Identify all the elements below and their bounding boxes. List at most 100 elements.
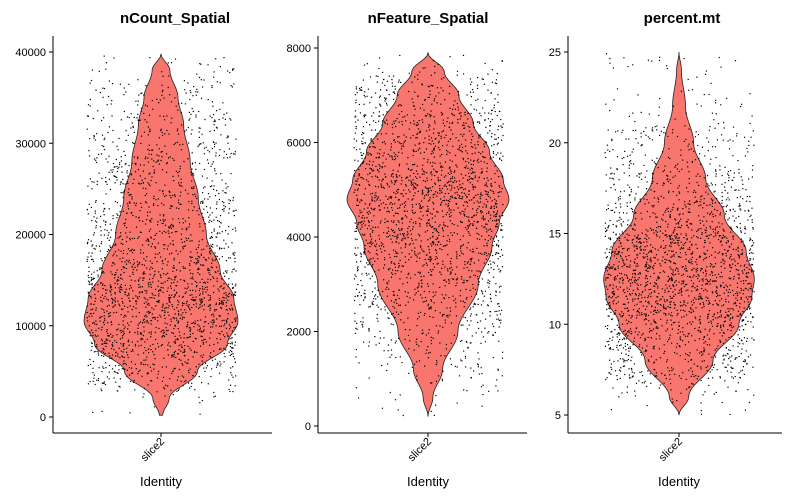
- data-point: [209, 269, 211, 271]
- data-point: [630, 162, 632, 165]
- data-point: [405, 177, 407, 179]
- data-point: [172, 218, 174, 220]
- data-point: [428, 252, 431, 254]
- data-point: [143, 277, 145, 279]
- data-point: [663, 183, 665, 185]
- data-point: [419, 225, 421, 227]
- data-point: [198, 307, 200, 309]
- data-point: [163, 357, 165, 359]
- data-point: [419, 131, 421, 134]
- data-point: [135, 100, 137, 102]
- data-point: [477, 321, 479, 324]
- data-point: [691, 383, 693, 385]
- data-point: [658, 277, 661, 279]
- data-point: [728, 315, 730, 317]
- data-point: [386, 232, 388, 234]
- data-point: [462, 235, 464, 237]
- data-point: [213, 230, 215, 232]
- data-point: [138, 370, 140, 372]
- data-point: [178, 262, 181, 264]
- data-point: [133, 379, 135, 382]
- data-point: [374, 200, 376, 202]
- data-point: [473, 202, 475, 204]
- data-point: [388, 197, 390, 199]
- data-point: [360, 176, 362, 178]
- data-point: [183, 267, 185, 269]
- data-point: [192, 172, 194, 175]
- data-point: [427, 200, 430, 202]
- data-point: [433, 228, 435, 230]
- data-point: [192, 340, 194, 342]
- data-point: [109, 245, 111, 247]
- data-point: [414, 144, 416, 146]
- data-point: [419, 204, 421, 206]
- data-point: [195, 114, 197, 116]
- data-point: [113, 274, 116, 276]
- data-point: [170, 389, 172, 391]
- data-point: [631, 292, 633, 295]
- data-point: [232, 69, 234, 71]
- data-point: [198, 208, 200, 210]
- data-point: [149, 130, 151, 132]
- data-point: [463, 133, 465, 135]
- data-point: [118, 166, 120, 168]
- data-point: [398, 221, 400, 223]
- data-point: [476, 270, 478, 272]
- data-point: [186, 304, 188, 306]
- data-point: [355, 102, 357, 104]
- data-point: [427, 188, 429, 190]
- data-point: [169, 324, 171, 326]
- data-point: [156, 391, 158, 393]
- data-point: [385, 98, 387, 100]
- data-point: [93, 216, 95, 218]
- data-point: [360, 252, 362, 254]
- data-point: [168, 301, 170, 303]
- data-point: [184, 103, 187, 105]
- data-point: [498, 195, 500, 197]
- data-point: [91, 284, 93, 286]
- data-point: [152, 281, 154, 283]
- data-point: [397, 136, 399, 138]
- data-point: [128, 165, 130, 167]
- data-point: [399, 304, 401, 306]
- data-point: [210, 352, 212, 354]
- data-point: [215, 152, 217, 154]
- data-point: [463, 267, 465, 269]
- data-point: [469, 169, 471, 171]
- data-point: [87, 256, 89, 258]
- data-point: [441, 267, 443, 269]
- data-point: [158, 163, 160, 165]
- data-point: [463, 192, 465, 194]
- data-point: [354, 253, 356, 255]
- data-point: [359, 201, 361, 203]
- data-point: [402, 238, 404, 240]
- data-point: [364, 91, 366, 93]
- data-point: [615, 202, 617, 204]
- data-point: [472, 223, 474, 225]
- data-point: [91, 329, 93, 331]
- data-point: [467, 112, 469, 114]
- data-point: [391, 196, 393, 198]
- data-point: [371, 115, 373, 117]
- data-point: [160, 275, 162, 277]
- data-point: [180, 359, 182, 361]
- data-point: [383, 207, 385, 209]
- data-point: [103, 323, 105, 326]
- data-point: [108, 335, 110, 337]
- data-point: [486, 167, 488, 169]
- data-point: [153, 316, 155, 318]
- data-point: [91, 245, 93, 247]
- data-point: [113, 57, 115, 59]
- data-point: [391, 85, 394, 87]
- data-point: [405, 184, 407, 186]
- data-point: [634, 304, 636, 307]
- data-point: [90, 240, 92, 242]
- data-point: [140, 135, 143, 137]
- data-point: [438, 134, 440, 137]
- data-point: [674, 288, 676, 291]
- data-point: [107, 332, 109, 334]
- data-point: [210, 237, 212, 239]
- data-point: [183, 245, 185, 247]
- data-point: [101, 134, 104, 136]
- data-point: [471, 270, 473, 272]
